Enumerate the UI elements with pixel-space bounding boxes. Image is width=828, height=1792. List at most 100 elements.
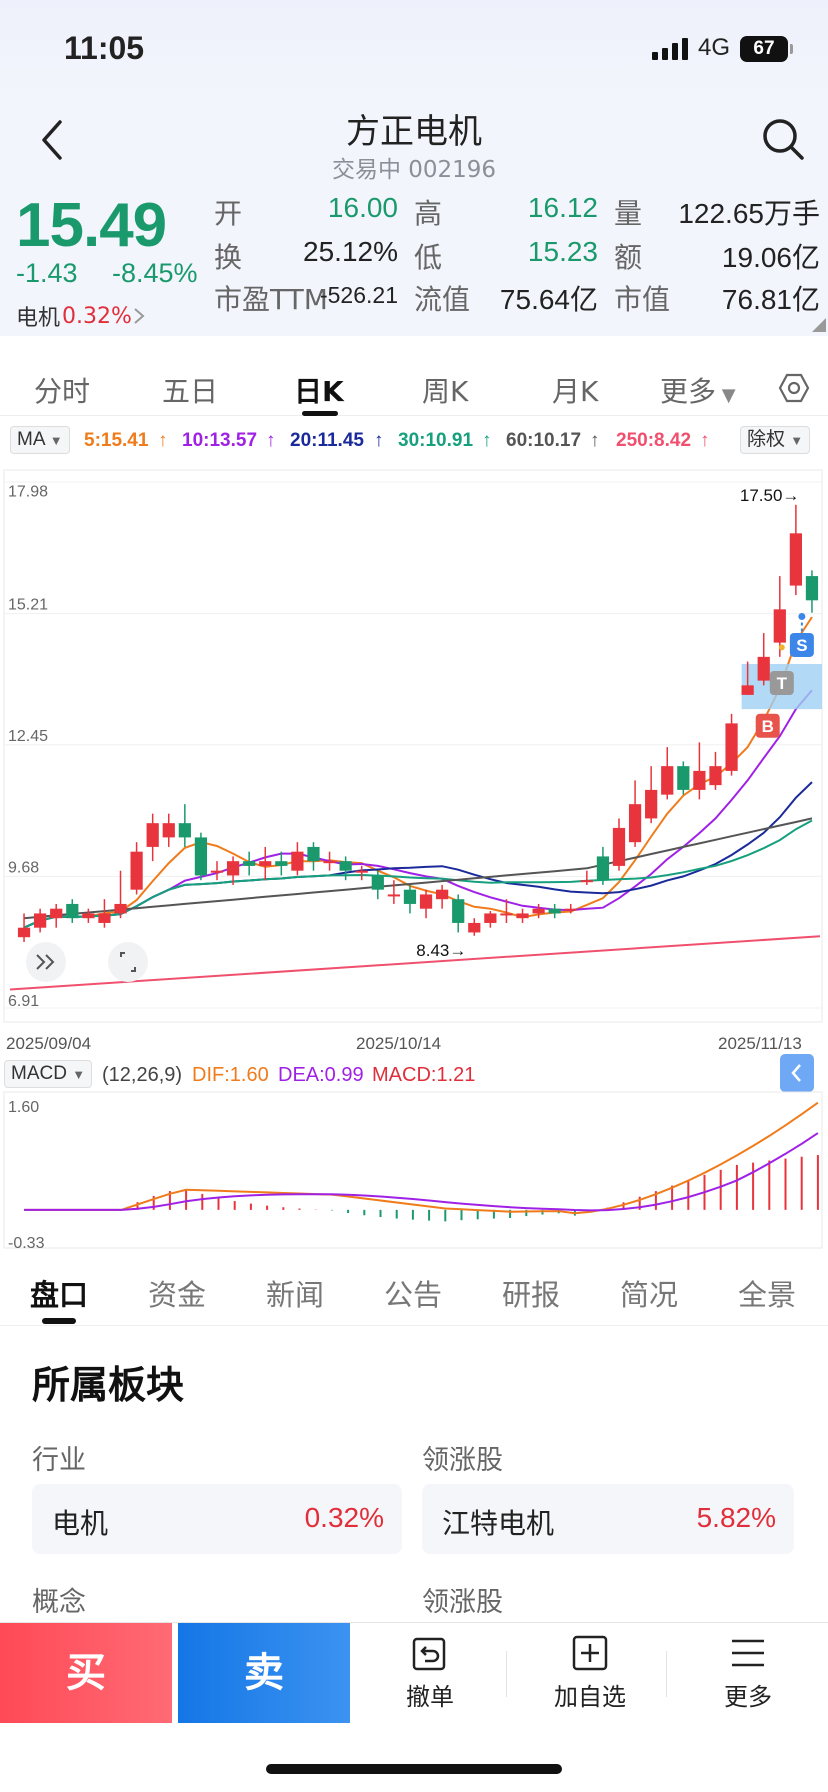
sector-link[interactable]: 电机 0.32% (16, 300, 146, 332)
ma-legend: MA ▼ 5:15.41 ↑ 10:13.57 ↑ 20:11.45 ↑ 30:10.91 ↑… (0, 424, 828, 458)
chart-frame (3, 469, 823, 1023)
adjust-selector[interactable]: 除权 ▼ (740, 426, 811, 454)
back-icon[interactable] (38, 118, 66, 162)
leader-card[interactable]: 江特电机 5.82% (422, 1484, 794, 1554)
candle-body (50, 908, 63, 919)
fullscreen-button[interactable] (108, 942, 148, 982)
candle-body (243, 861, 256, 866)
tab-news[interactable]: 新闻 (266, 1278, 325, 1312)
candlestick-chart[interactable]: 17.98 15.21 12.45 9.68 6.91 2025/09/04 2025/10… (0, 464, 828, 1054)
quote-label: 额 (614, 241, 643, 274)
industry-card[interactable]: 电机 0.32% (32, 1484, 402, 1554)
tab-funds[interactable]: 资金 (148, 1278, 207, 1312)
ma5-line (23, 616, 813, 929)
clock: 11:05 (64, 30, 145, 66)
quote-value: 19.06亿 (721, 242, 820, 273)
expand-left-button[interactable] (26, 942, 66, 982)
candle-body (484, 913, 497, 923)
tab-daily-k[interactable]: 日K (294, 375, 344, 408)
ma-value: 5:15.41 (84, 430, 149, 451)
arrow-up-icon: ↑ (266, 430, 276, 451)
trade-dot (798, 612, 806, 620)
settings-icon[interactable] (778, 372, 810, 404)
candle-body (516, 913, 529, 919)
macd-y-top: 1.60 (8, 1099, 39, 1116)
arrow-up-icon: ↑ (482, 430, 492, 451)
candle-body (564, 908, 577, 911)
trade-mark-label: T (777, 674, 788, 693)
search-icon[interactable] (760, 116, 806, 162)
corner-expand-icon[interactable] (812, 318, 826, 332)
candle-body (677, 766, 690, 790)
candle-body (436, 889, 449, 900)
ma30-line (23, 819, 813, 929)
divider (666, 1651, 667, 1697)
tab-overview[interactable]: 全景 (738, 1278, 797, 1312)
leader-label: 领涨股 (422, 1445, 503, 1476)
dea-line (24, 1132, 819, 1212)
tab-order-book[interactable]: 盘口 (30, 1278, 89, 1312)
arrow-up-icon: ↑ (158, 430, 168, 451)
caret-down-icon: ▼ (716, 385, 736, 406)
tab-intraday[interactable]: 分时 (34, 375, 91, 408)
macd-dea: DEA:0.99 (278, 1064, 364, 1086)
tab-announcements[interactable]: 公告 (384, 1278, 443, 1312)
quote-label: 市盈TTM (214, 283, 328, 316)
quote-label: 流值 (414, 283, 471, 316)
more-button[interactable]: 更多 (688, 1633, 808, 1717)
undo-icon (412, 1637, 446, 1671)
quote-value: 15.23 (527, 236, 598, 267)
macd-selector-label: MACD (11, 1063, 67, 1084)
leader-label-2: 领涨股 (422, 1587, 503, 1618)
arrow-up-icon: ↑ (374, 430, 384, 451)
tab-research[interactable]: 研报 (502, 1278, 561, 1312)
candle-body (548, 908, 561, 914)
add-watchlist-label: 加自选 (554, 1683, 626, 1711)
industry-pct: 0.32% (304, 1502, 384, 1533)
candle-body (323, 861, 336, 864)
sell-button[interactable]: 卖 (178, 1623, 350, 1723)
quote-value: 16.00 (327, 192, 398, 223)
quote-value: 122.65万手 (678, 198, 820, 229)
candle-body (403, 889, 417, 904)
macd-selector[interactable]: MACD ▼ (4, 1060, 93, 1088)
tab-profile[interactable]: 简况 (620, 1278, 679, 1312)
candle-body (34, 913, 47, 928)
tab-indicator (42, 1318, 76, 1324)
candle-body (259, 861, 272, 866)
concept-label: 概念 (32, 1587, 86, 1618)
battery-icon: 67 (740, 36, 793, 62)
candle-body (757, 656, 770, 681)
candle-body (130, 851, 143, 890)
tab-weekly-k[interactable]: 周K (422, 375, 469, 408)
macd-value: MACD:1.21 (372, 1064, 476, 1086)
divider (506, 1651, 507, 1697)
candle-body (693, 770, 706, 790)
network-type: 4G (698, 34, 731, 61)
candle-body (709, 766, 722, 786)
detail-tabs: 盘口 资金 新闻 公告 研报 简况 全景 (0, 1262, 828, 1326)
tab-five-day[interactable]: 五日 (162, 375, 219, 408)
tab-monthly-k[interactable]: 月K (552, 375, 599, 408)
candle-body (596, 856, 610, 881)
caret-down-icon: ▼ (72, 1067, 86, 1082)
quote-value: 75.64亿 (499, 284, 598, 315)
candle-body (741, 685, 754, 695)
sector-pct: 0.32% (62, 303, 132, 329)
candle-body (291, 851, 304, 871)
ma-selector[interactable]: MA ▼ (10, 426, 70, 454)
cancel-order-button[interactable]: 撤单 (370, 1633, 490, 1717)
add-watchlist-button[interactable]: 加自选 (530, 1633, 650, 1717)
caret-down-icon: ▼ (790, 433, 804, 448)
leader-pct: 5.82% (696, 1502, 776, 1533)
macd-chart[interactable]: 1.60 -0.33 (0, 1090, 828, 1256)
tab-more[interactable]: 更多 ▼ (660, 370, 736, 410)
cancel-order-label: 撤单 (406, 1683, 454, 1711)
collapse-button[interactable] (780, 1054, 814, 1092)
buy-button[interactable]: 买 (0, 1623, 172, 1723)
macd-y-bottom: -0.33 (8, 1235, 45, 1252)
quote-label: 市值 (614, 283, 671, 316)
ma-value: 30:10.91 (398, 430, 474, 451)
candle-body (355, 870, 368, 873)
candle-body (500, 913, 513, 916)
